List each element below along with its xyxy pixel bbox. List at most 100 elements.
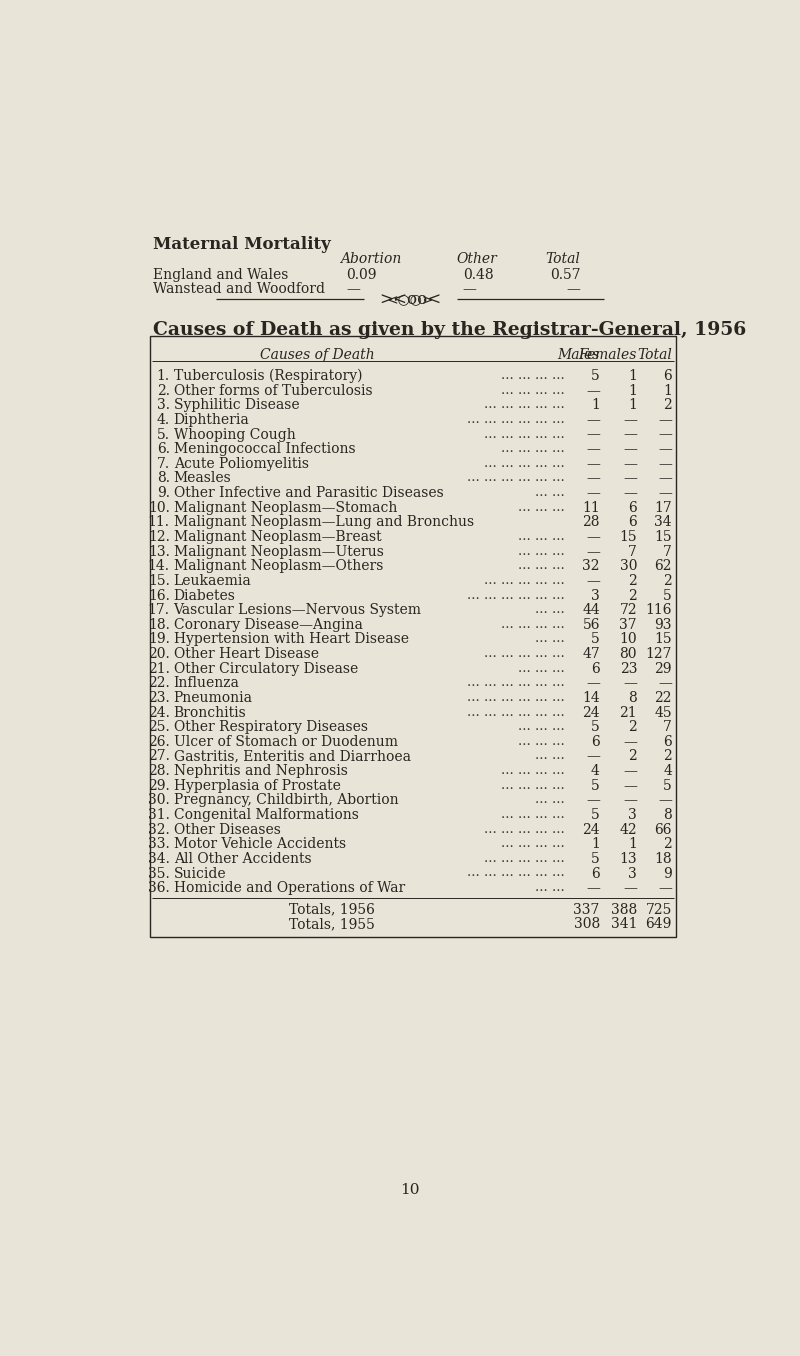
Text: ... ... ... ... ... ...: ... ... ... ... ... ... — [467, 589, 565, 602]
Text: ... ...: ... ... — [535, 750, 565, 762]
Text: 5: 5 — [591, 808, 600, 822]
Text: 6: 6 — [591, 735, 600, 749]
Text: 56: 56 — [582, 618, 600, 632]
Text: —: — — [658, 793, 672, 807]
Text: —: — — [586, 793, 600, 807]
Text: 10.: 10. — [148, 500, 170, 515]
Text: 29.: 29. — [148, 778, 170, 793]
Text: ⋖○○⋗: ⋖○○⋗ — [386, 292, 434, 306]
Text: 308: 308 — [574, 917, 600, 932]
Text: —: — — [586, 427, 600, 442]
Text: 6: 6 — [628, 500, 637, 515]
Text: 2: 2 — [628, 750, 637, 763]
Text: 5: 5 — [591, 852, 600, 866]
Text: —: — — [658, 485, 672, 500]
Text: Homicide and Operations of War: Homicide and Operations of War — [174, 881, 405, 895]
Text: ... ... ... ...: ... ... ... ... — [502, 618, 565, 631]
Text: ... ... ... ... ...: ... ... ... ... ... — [484, 399, 565, 411]
Text: 23: 23 — [619, 662, 637, 675]
Text: 45: 45 — [654, 705, 672, 720]
Text: 9: 9 — [663, 866, 672, 880]
Text: ... ...: ... ... — [535, 632, 565, 645]
Text: 66: 66 — [654, 823, 672, 837]
Text: 1: 1 — [663, 384, 672, 397]
Text: 16.: 16. — [148, 589, 170, 602]
Text: —: — — [623, 763, 637, 778]
Text: 13.: 13. — [148, 545, 170, 559]
Text: 2: 2 — [628, 589, 637, 602]
Text: 1: 1 — [628, 399, 637, 412]
Text: 5: 5 — [591, 720, 600, 734]
Text: —: — — [586, 677, 600, 690]
Text: 30.: 30. — [148, 793, 170, 807]
Text: —: — — [623, 778, 637, 793]
Text: 30: 30 — [619, 559, 637, 574]
Text: Diabetes: Diabetes — [174, 589, 235, 602]
Text: 649: 649 — [646, 917, 672, 932]
Text: 21: 21 — [619, 705, 637, 720]
Text: 21.: 21. — [148, 662, 170, 675]
Text: 5: 5 — [591, 778, 600, 793]
Text: 72: 72 — [619, 603, 637, 617]
Text: —: — — [586, 530, 600, 544]
Text: Wanstead and Woodford: Wanstead and Woodford — [153, 282, 325, 296]
Text: 116: 116 — [646, 603, 672, 617]
Text: —: — — [586, 545, 600, 559]
Text: Pneumonia: Pneumonia — [174, 692, 253, 705]
Text: 6: 6 — [591, 866, 600, 880]
Text: 18.: 18. — [148, 618, 170, 632]
Text: ... ... ...: ... ... ... — [518, 500, 565, 514]
Text: 4: 4 — [591, 763, 600, 778]
Text: ... ... ...: ... ... ... — [518, 545, 565, 557]
Text: 2: 2 — [628, 720, 637, 734]
Text: 2: 2 — [663, 399, 672, 412]
Text: 6: 6 — [628, 515, 637, 529]
Text: ... ... ... ... ... ...: ... ... ... ... ... ... — [467, 705, 565, 719]
Text: 8.: 8. — [157, 472, 170, 485]
Text: Nephritis and Nephrosis: Nephritis and Nephrosis — [174, 763, 347, 778]
Text: 7.: 7. — [157, 457, 170, 471]
Text: Other Heart Disease: Other Heart Disease — [174, 647, 318, 662]
Text: —: — — [658, 427, 672, 442]
Text: 22: 22 — [654, 692, 672, 705]
Text: Measles: Measles — [174, 472, 231, 485]
Text: ... ... ... ...: ... ... ... ... — [502, 369, 565, 382]
Text: Malignant Neoplasm—Uterus: Malignant Neoplasm—Uterus — [174, 545, 383, 559]
Text: 32: 32 — [582, 559, 600, 574]
Text: 44: 44 — [582, 603, 600, 617]
Text: 35.: 35. — [148, 866, 170, 880]
Text: —: — — [658, 442, 672, 456]
Text: —: — — [623, 485, 637, 500]
Text: 6: 6 — [663, 369, 672, 384]
Text: —: — — [623, 442, 637, 456]
Text: 2: 2 — [663, 837, 672, 852]
Text: 17.: 17. — [148, 603, 170, 617]
Text: 1.: 1. — [157, 369, 170, 384]
Text: ... ... ... ... ...: ... ... ... ... ... — [484, 852, 565, 865]
Text: —: — — [586, 384, 600, 397]
Text: 31.: 31. — [148, 808, 170, 822]
Text: 29: 29 — [654, 662, 672, 675]
Text: 14: 14 — [582, 692, 600, 705]
Text: —: — — [346, 282, 360, 296]
Text: 5: 5 — [663, 589, 672, 602]
Text: ... ... ... ... ... ...: ... ... ... ... ... ... — [467, 692, 565, 704]
Text: ... ...: ... ... — [535, 603, 565, 616]
Text: ... ... ... ... ...: ... ... ... ... ... — [484, 574, 565, 587]
Text: 6.: 6. — [157, 442, 170, 456]
Text: —: — — [623, 414, 637, 427]
Text: 6: 6 — [663, 735, 672, 749]
Text: Totals, 1956: Totals, 1956 — [290, 903, 375, 917]
Text: 33.: 33. — [148, 837, 170, 852]
Text: 36.: 36. — [148, 881, 170, 895]
Text: 18: 18 — [654, 852, 672, 866]
Text: 5: 5 — [663, 778, 672, 793]
Text: 27.: 27. — [148, 750, 170, 763]
Text: Total: Total — [546, 252, 581, 266]
Text: ... ... ...: ... ... ... — [518, 735, 565, 747]
Text: ... ... ...: ... ... ... — [518, 720, 565, 734]
Text: 8: 8 — [628, 692, 637, 705]
Text: —: — — [658, 472, 672, 485]
Text: Bronchitis: Bronchitis — [174, 705, 246, 720]
Text: 0.48: 0.48 — [462, 268, 494, 282]
